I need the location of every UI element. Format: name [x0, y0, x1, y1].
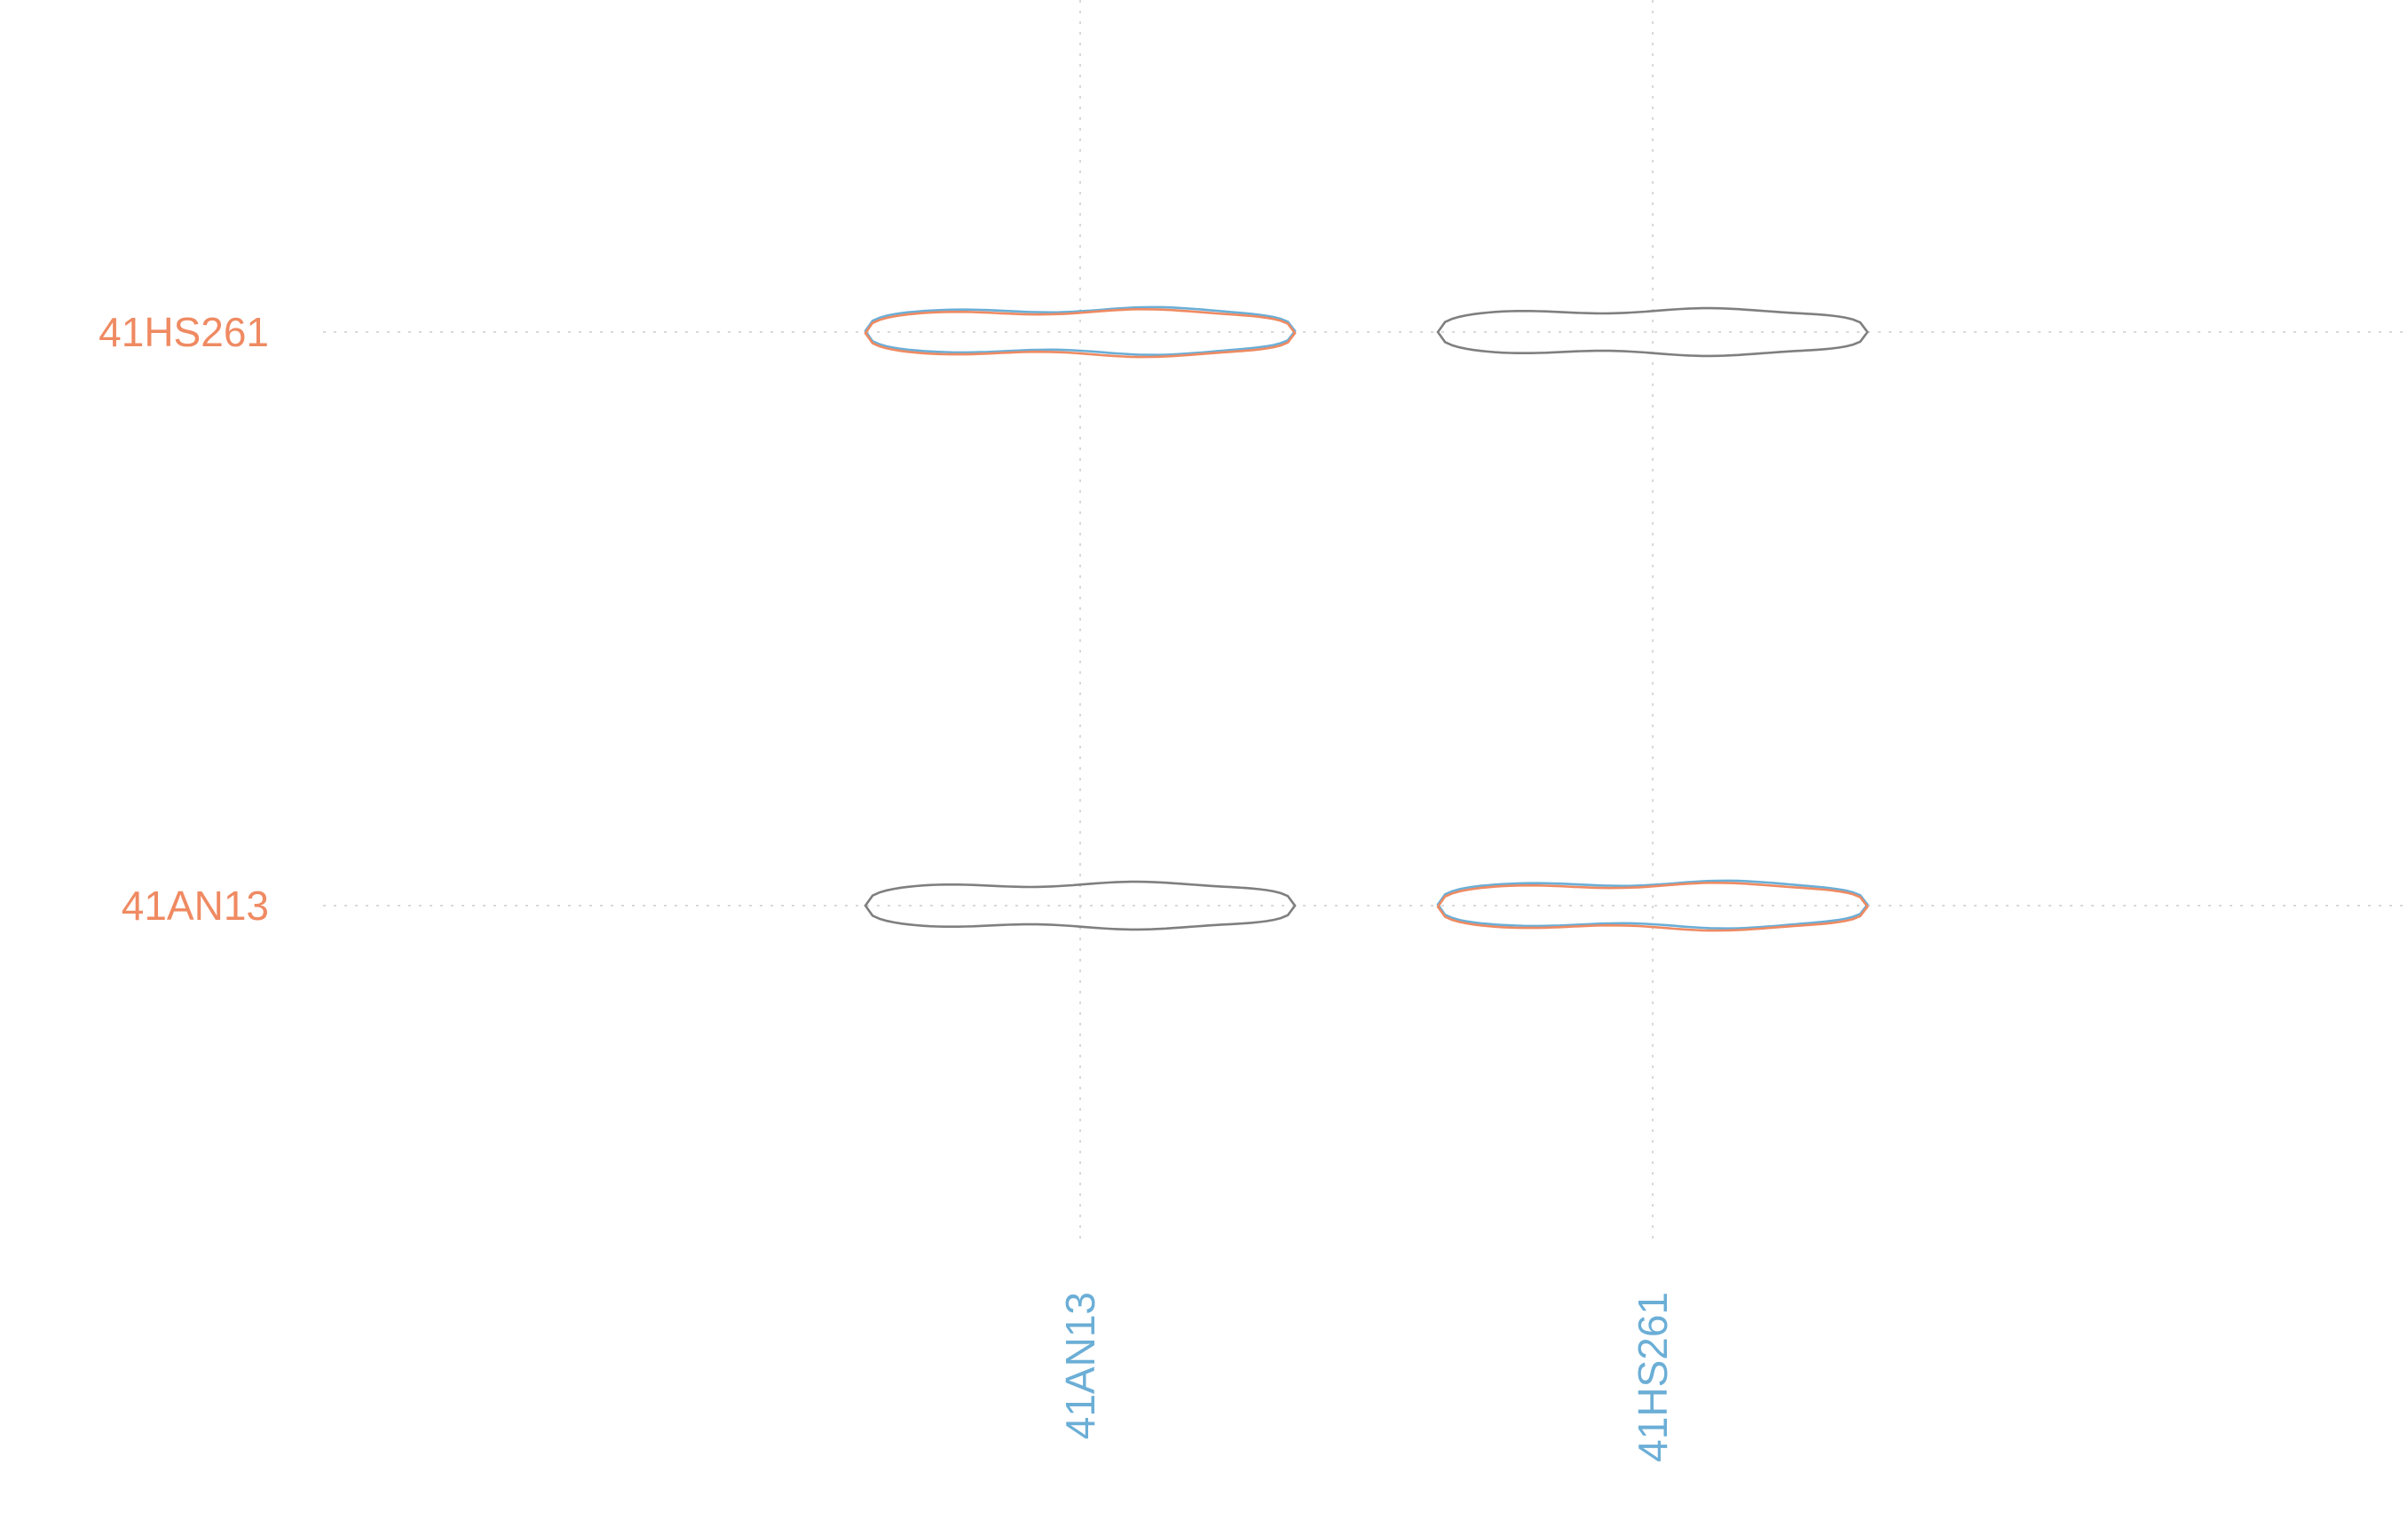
- axis-tick-labels: 41AN13 41HS261 41AN13 41HS261: [99, 309, 1676, 1462]
- violin-41hs261-41an13-series-0: [1436, 879, 1869, 930]
- y-tick-label-41hs261: 41HS261: [99, 309, 269, 355]
- violin-41an13-41hs261-series-0: [864, 305, 1297, 356]
- violins: [864, 305, 1869, 932]
- violin-41an13-41an13-series-2: [864, 880, 1297, 931]
- violin-41hs261-41hs261-series-2: [1436, 306, 1869, 358]
- violin-41an13-41hs261-series-1: [864, 308, 1297, 359]
- x-tick-label-41hs261: 41HS261: [1630, 1292, 1676, 1462]
- y-tick-label-41an13: 41AN13: [122, 883, 269, 929]
- violin-41hs261-41an13-series-1: [1436, 882, 1869, 932]
- x-tick-label-41an13: 41AN13: [1057, 1292, 1103, 1439]
- grid-lines: [323, 0, 2408, 1239]
